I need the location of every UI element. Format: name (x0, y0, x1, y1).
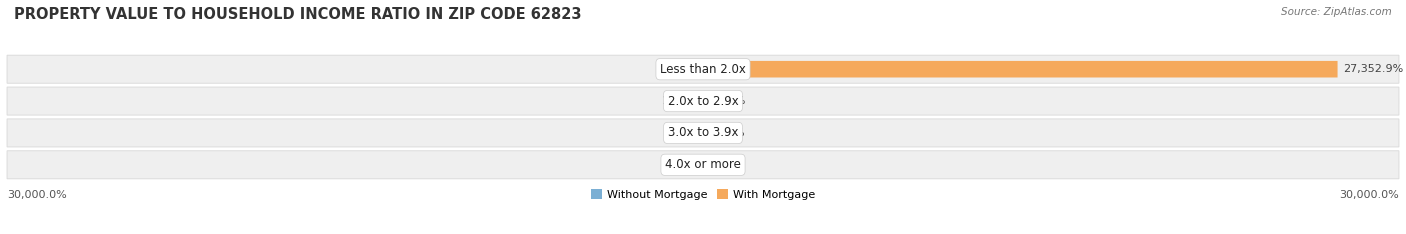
FancyBboxPatch shape (7, 55, 1399, 83)
Text: 4.0x or more: 4.0x or more (665, 158, 741, 171)
Legend: Without Mortgage, With Mortgage: Without Mortgage, With Mortgage (586, 185, 820, 204)
Text: 58.3%: 58.3% (661, 64, 696, 74)
Text: 30,000.0%: 30,000.0% (7, 190, 66, 200)
FancyBboxPatch shape (7, 151, 1399, 179)
Text: 30,000.0%: 30,000.0% (1340, 190, 1399, 200)
Text: Less than 2.0x: Less than 2.0x (659, 63, 747, 76)
Text: 2.6%: 2.6% (669, 128, 697, 138)
Text: 3.0x to 3.9x: 3.0x to 3.9x (668, 126, 738, 139)
Text: 27,352.9%: 27,352.9% (1343, 64, 1403, 74)
Text: 22.8%: 22.8% (709, 128, 745, 138)
Text: 12.6%: 12.6% (709, 160, 744, 170)
Text: PROPERTY VALUE TO HOUSEHOLD INCOME RATIO IN ZIP CODE 62823: PROPERTY VALUE TO HOUSEHOLD INCOME RATIO… (14, 7, 582, 22)
Text: 2.0x to 2.9x: 2.0x to 2.9x (668, 95, 738, 108)
Text: 52.6%: 52.6% (710, 96, 745, 106)
Text: Source: ZipAtlas.com: Source: ZipAtlas.com (1281, 7, 1392, 17)
Text: 14.1%: 14.1% (662, 96, 697, 106)
Text: 22.8%: 22.8% (661, 160, 697, 170)
FancyBboxPatch shape (7, 87, 1399, 115)
FancyBboxPatch shape (703, 61, 1337, 77)
FancyBboxPatch shape (7, 119, 1399, 147)
